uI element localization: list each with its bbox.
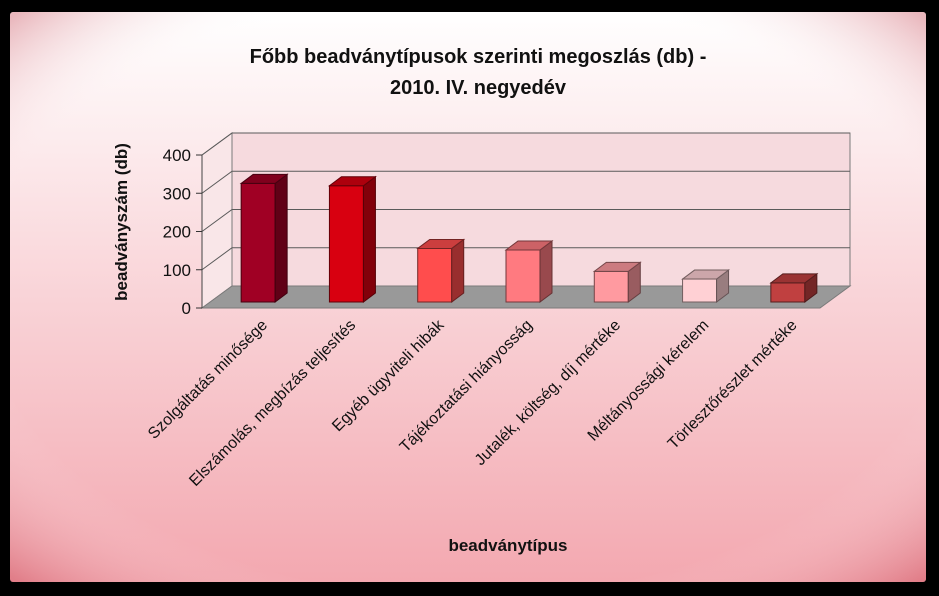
bar-top [327,176,377,187]
bar-side [362,175,376,303]
bar-front [593,270,629,303]
chart-title-line-2: 2010. IV. negyedév [390,77,567,99]
plot-area [200,132,852,309]
y-tick-label: 200 [163,223,191,242]
bar-top [239,173,289,184]
y-tick-label: 0 [182,299,191,318]
bar-front [240,182,276,303]
y-tick-label: 100 [163,261,191,280]
bar-front [328,185,364,303]
chart-title-line-1: Főbb beadványtípusok szerinti megoszlás … [250,46,707,68]
bar-4 [504,239,554,303]
bar-front [505,249,541,303]
bar-top [681,269,731,280]
bar-side [451,238,465,303]
gridline [201,209,850,232]
bar-top [592,261,642,272]
gridline [201,132,850,156]
bar-1 [239,173,289,303]
bars [239,173,819,303]
bar-side [274,173,288,303]
bar-front [417,247,453,303]
bar-top [769,273,819,284]
bar-7 [769,272,819,303]
x-axis-label: beadványtípus [448,536,567,555]
bar-side [539,239,553,303]
bar-top [416,238,466,249]
bar-front [682,278,718,303]
gridline [201,170,850,194]
y-axis-label: beadványszám (db) [112,143,131,301]
y-tick-label: 400 [163,146,191,165]
bar-5 [592,261,642,303]
bar-6 [681,269,731,303]
bar-2 [327,175,377,303]
bar-3 [416,238,466,303]
y-axis-ticks: 0 100 200 300 400 [163,146,202,318]
gridline [201,247,850,271]
y-tick-label: 300 [163,184,191,203]
bar-top [504,240,554,251]
bar-front [770,282,806,303]
